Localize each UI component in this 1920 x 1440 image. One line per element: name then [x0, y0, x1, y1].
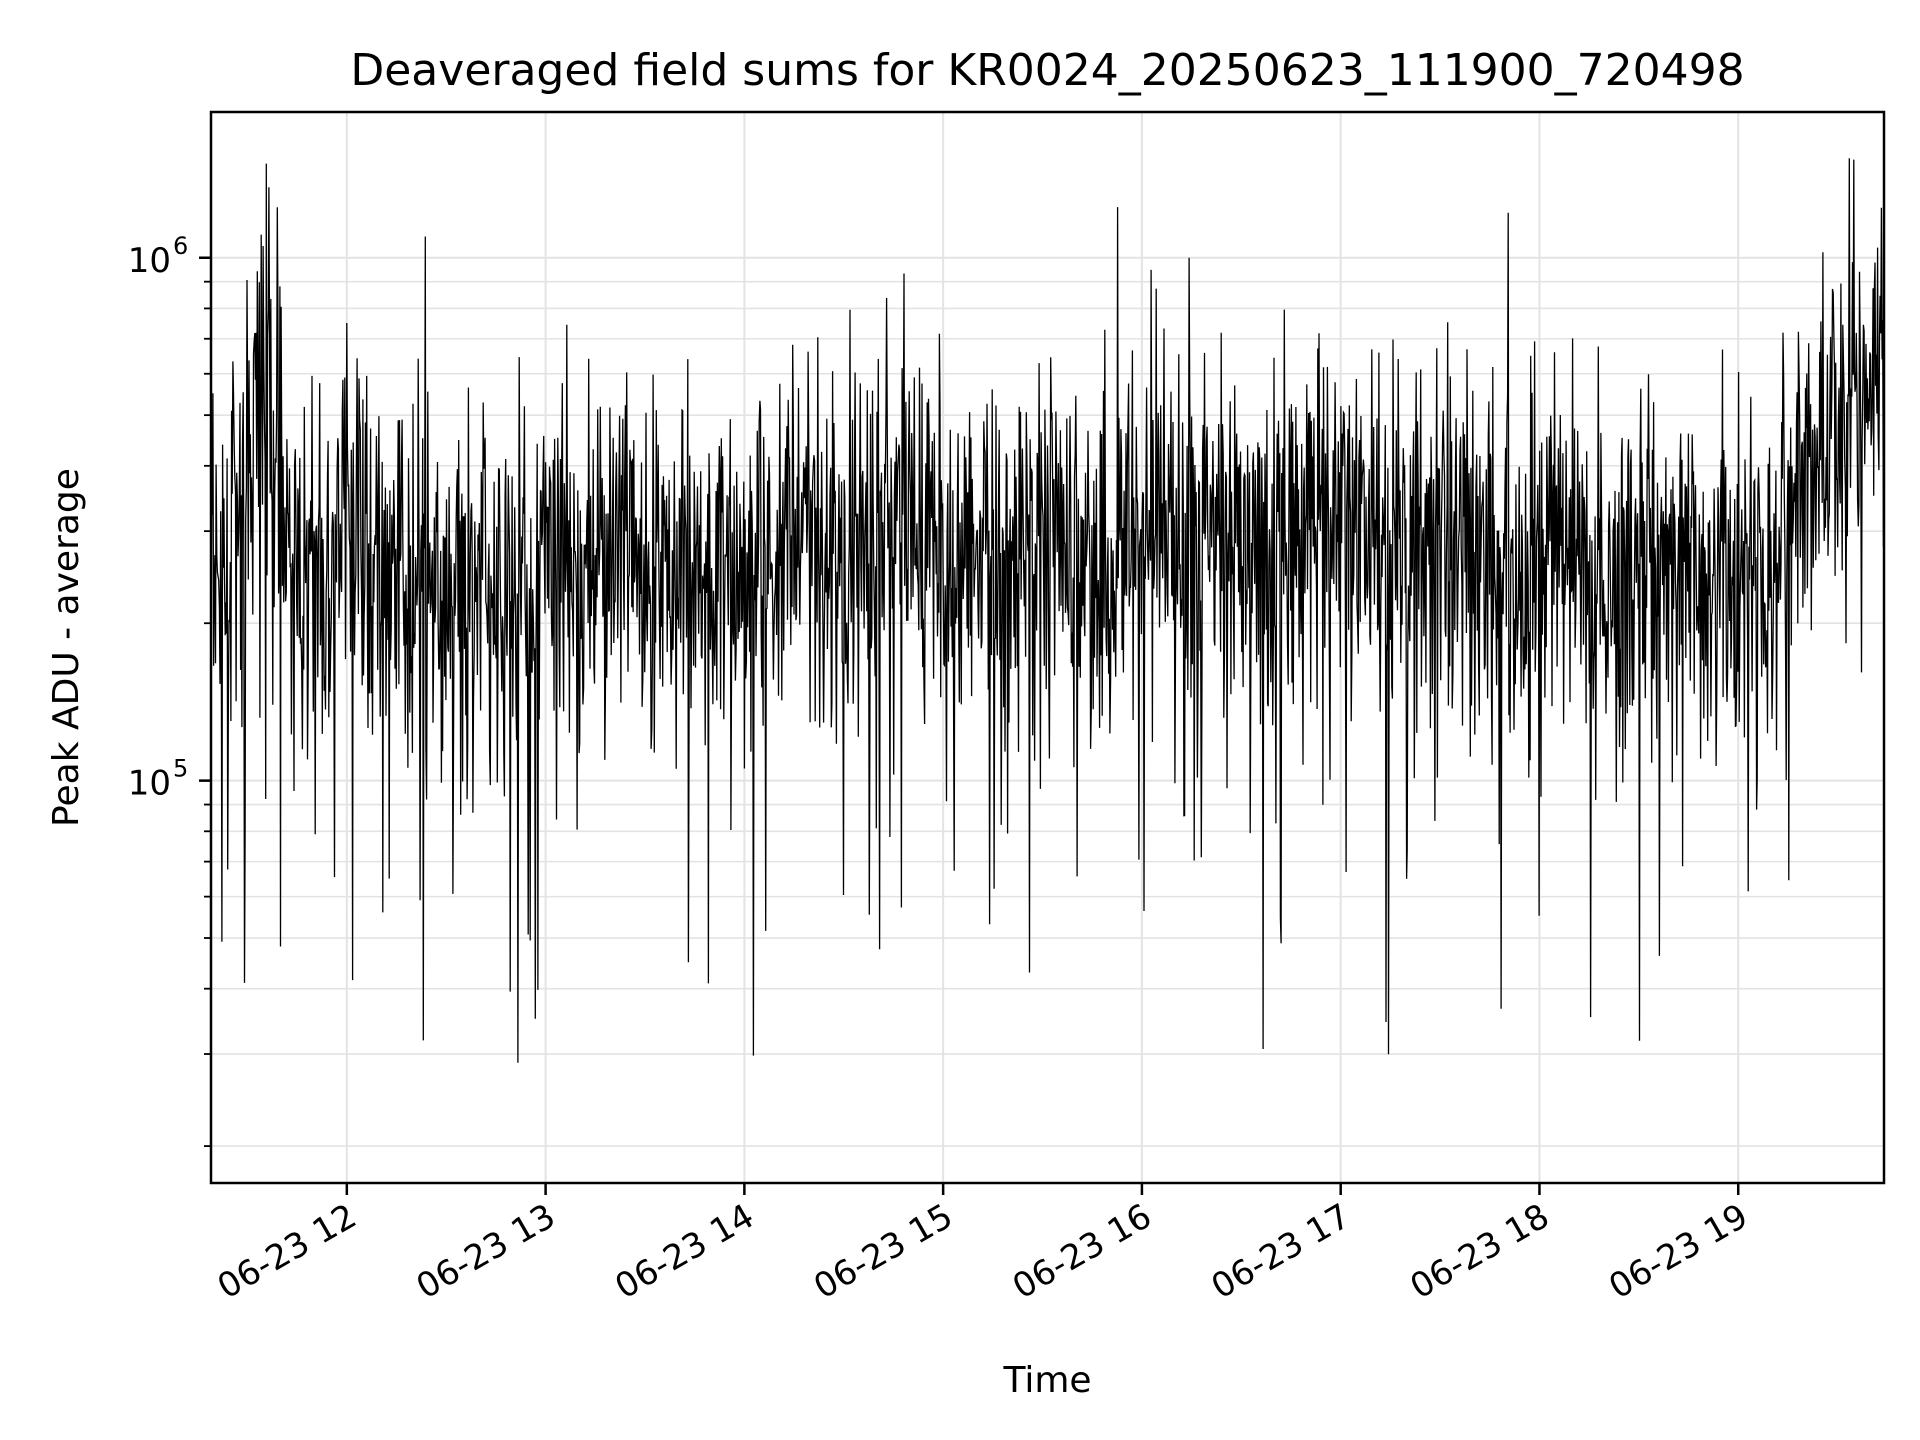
x-tick-label: 06-23 18 [1404, 1196, 1556, 1307]
x-tick-label: 06-23 17 [1205, 1196, 1357, 1307]
y-tick-exponent: 6 [173, 232, 188, 260]
x-tick-label: 06-23 15 [807, 1196, 959, 1307]
y-axis-label: Peak ADU - average [46, 468, 87, 827]
y-tick-label: 10 [128, 241, 171, 281]
x-tick-label: 06-23 12 [211, 1196, 363, 1307]
series-layer [210, 158, 1885, 1063]
plot-frame [209, 110, 1886, 1185]
x-axis-label: Time [1002, 1360, 1091, 1401]
y-tick-label: 10 [128, 764, 171, 804]
series-line [210, 158, 1885, 1063]
x-tick-label: 06-23 13 [410, 1196, 562, 1307]
x-axis: 06-23 12 06-23 13 06-23 14 06-23 15 06-23 16… [211, 1183, 1755, 1307]
chart-title: Deaveraged field sums for KR0024_2025062… [350, 45, 1744, 96]
x-tick-label: 06-23 19 [1602, 1196, 1754, 1307]
y-tick-exponent: 5 [173, 755, 188, 783]
x-tick-label: 06-23 16 [1006, 1196, 1158, 1307]
x-tick-label: 06-23 14 [608, 1196, 760, 1307]
